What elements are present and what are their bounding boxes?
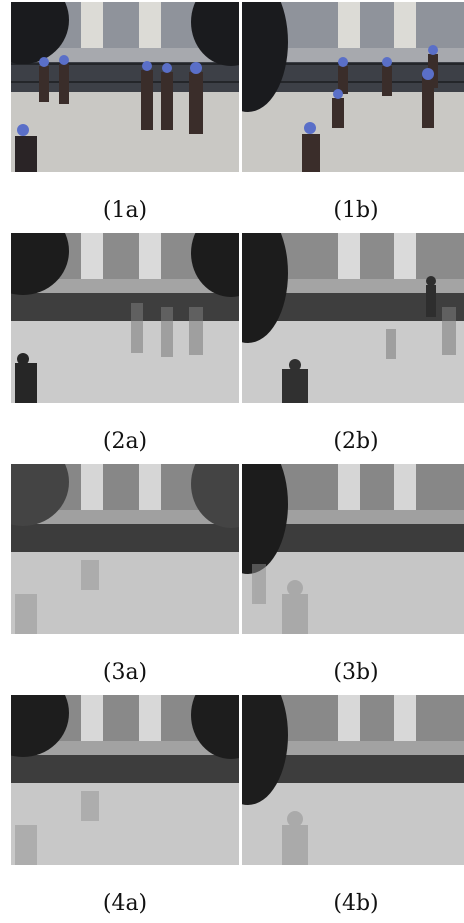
panel-2a-image	[11, 233, 239, 403]
caption-2b: (2b)	[333, 429, 379, 454]
caption-3a: (3a)	[102, 660, 148, 685]
caption-3b: (3b)	[333, 660, 379, 685]
panel-1a-image	[11, 2, 239, 172]
panel-4b-image	[242, 695, 464, 865]
caption-2a: (2a)	[102, 429, 148, 454]
caption-4a: (4a)	[102, 891, 148, 916]
panel-3b-image	[242, 464, 464, 634]
panel-1b-image	[242, 2, 464, 172]
caption-4b: (4b)	[333, 891, 379, 916]
caption-1b: (1b)	[333, 198, 379, 223]
panel-4a-image	[11, 695, 239, 865]
panel-2b-image	[242, 233, 464, 403]
panel-3a-image	[11, 464, 239, 634]
caption-1a: (1a)	[102, 198, 148, 223]
